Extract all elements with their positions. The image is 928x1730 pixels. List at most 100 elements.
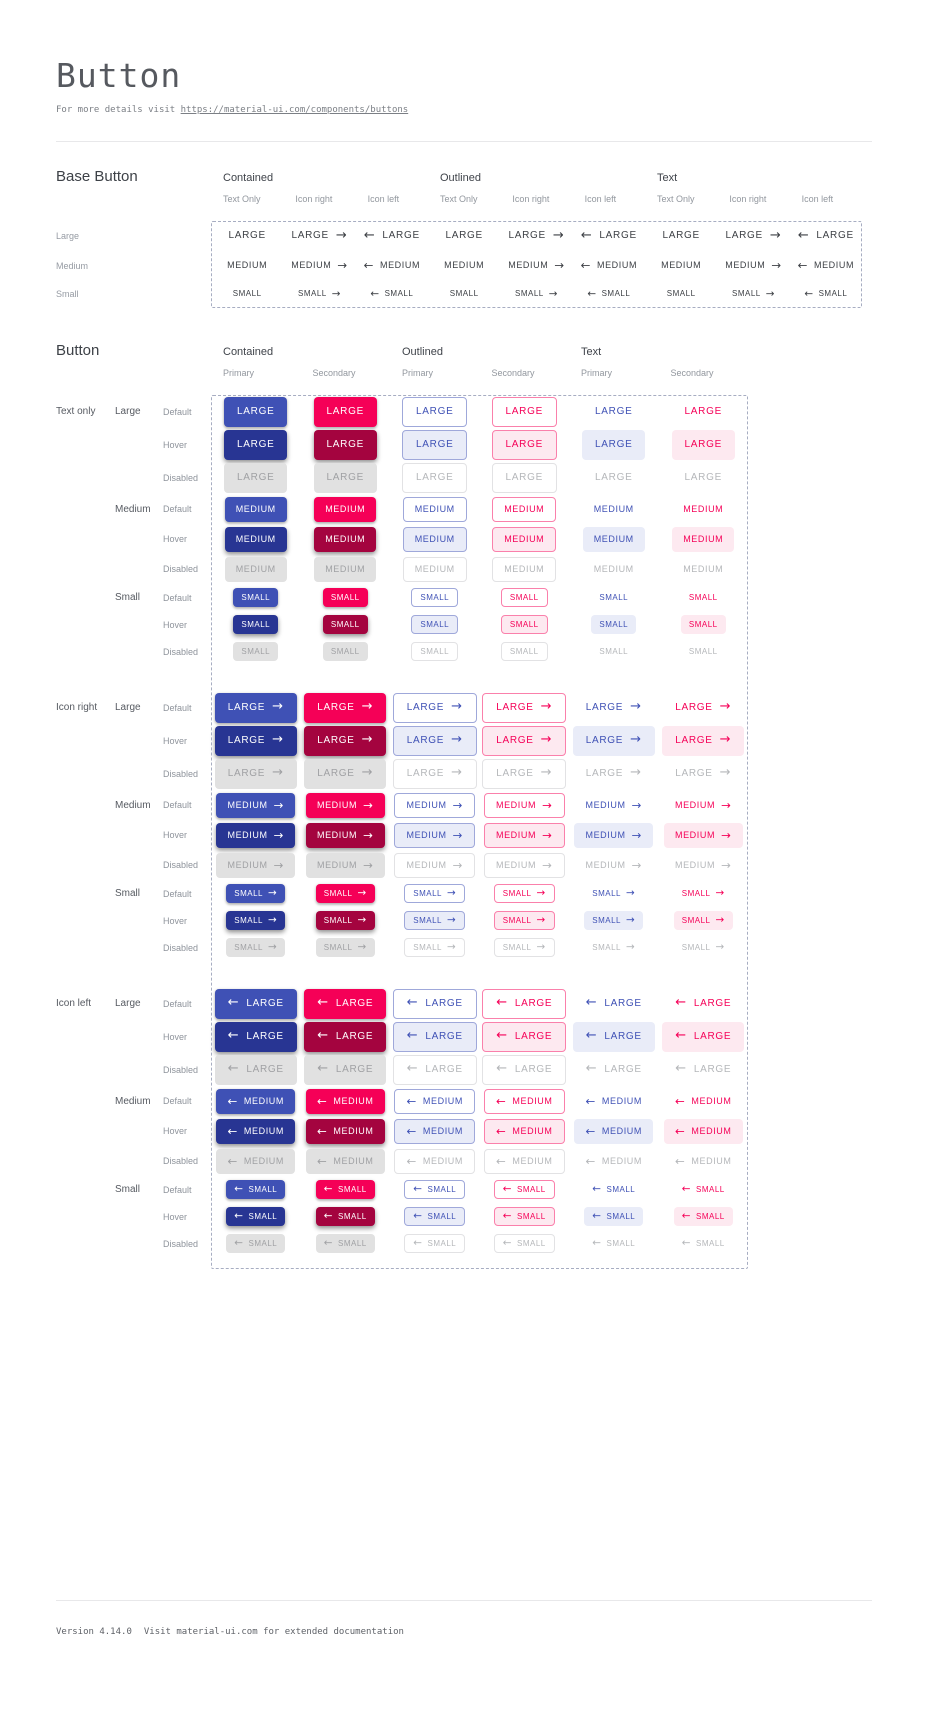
contained-secondary-text-only-medium-hover-button[interactable]: MEDIUM xyxy=(314,526,377,552)
text-secondary-icon-left-large-default-button[interactable]: ← LARGE xyxy=(662,989,744,1019)
outlined-primary-icon-left-small-hover-button[interactable]: ← SMALL xyxy=(404,1207,466,1226)
base-text-text-only-medium-button[interactable]: MEDIUM xyxy=(650,253,712,278)
text-primary-icon-left-medium-default-button[interactable]: ← MEDIUM xyxy=(574,1089,653,1114)
base-text-text-only-small-button[interactable]: SMALL xyxy=(659,285,704,304)
text-secondary-icon-left-large-hover-button[interactable]: ← LARGE xyxy=(662,1021,745,1052)
outlined-secondary-icon-right-medium-hover-button[interactable]: MEDIUM → xyxy=(483,822,565,848)
text-primary-text-only-medium-hover-button[interactable]: MEDIUM xyxy=(582,526,645,552)
contained-secondary-icon-right-large-hover-button[interactable]: LARGE → xyxy=(304,725,387,756)
text-primary-text-only-small-default-button[interactable]: SMALL xyxy=(591,588,636,607)
outlined-secondary-icon-left-small-default-button[interactable]: ← SMALL xyxy=(493,1180,555,1199)
text-primary-text-only-medium-default-button[interactable]: MEDIUM xyxy=(583,497,645,522)
contained-primary-icon-left-medium-hover-button[interactable]: ← MEDIUM xyxy=(216,1118,295,1144)
base-outlined-icon-left-large-button[interactable]: ← LARGE xyxy=(568,221,650,251)
outlined-secondary-icon-left-medium-default-button[interactable]: ← MEDIUM xyxy=(483,1088,565,1114)
text-primary-icon-right-medium-default-button[interactable]: MEDIUM → xyxy=(574,793,653,818)
base-text-icon-left-large-button[interactable]: ← LARGE xyxy=(785,221,867,251)
base-outlined-text-only-small-button[interactable]: SMALL xyxy=(442,285,487,304)
text-primary-icon-left-small-default-button[interactable]: ← SMALL xyxy=(584,1180,643,1199)
outlined-primary-icon-left-large-hover-button[interactable]: ← LARGE xyxy=(392,1021,477,1052)
text-primary-icon-left-large-default-button[interactable]: ← LARGE xyxy=(573,989,655,1019)
outlined-secondary-text-only-medium-default-button[interactable]: MEDIUM xyxy=(492,496,557,522)
text-primary-text-only-large-hover-button[interactable]: LARGE xyxy=(582,429,646,460)
contained-primary-text-only-small-default-button[interactable]: SMALL xyxy=(233,588,279,607)
text-primary-icon-right-large-default-button[interactable]: LARGE → xyxy=(573,693,655,723)
text-primary-icon-left-small-hover-button[interactable]: ← SMALL xyxy=(584,1207,644,1226)
text-primary-icon-right-small-default-button[interactable]: SMALL → xyxy=(584,884,643,903)
outlined-primary-icon-left-large-default-button[interactable]: ← LARGE xyxy=(392,988,477,1019)
contained-secondary-text-only-small-hover-button[interactable]: SMALL xyxy=(322,615,368,634)
base-outlined-icon-right-small-button[interactable]: SMALL → xyxy=(507,285,566,304)
outlined-primary-icon-right-large-default-button[interactable]: LARGE → xyxy=(392,692,477,723)
outlined-secondary-icon-right-large-default-button[interactable]: LARGE → xyxy=(482,692,567,723)
outlined-primary-text-only-medium-hover-button[interactable]: MEDIUM xyxy=(402,526,467,552)
contained-primary-text-only-medium-hover-button[interactable]: MEDIUM xyxy=(224,526,287,552)
contained-secondary-text-only-medium-default-button[interactable]: MEDIUM xyxy=(314,496,377,522)
base-text-icon-right-large-button[interactable]: LARGE → xyxy=(713,221,795,251)
contained-primary-icon-right-large-hover-button[interactable]: LARGE → xyxy=(214,725,297,756)
outlined-primary-icon-right-small-hover-button[interactable]: SMALL → xyxy=(404,911,466,930)
base-text-icon-right-medium-button[interactable]: MEDIUM → xyxy=(714,253,793,278)
outlined-secondary-text-only-large-default-button[interactable]: LARGE xyxy=(491,396,557,427)
text-secondary-icon-right-medium-hover-button[interactable]: MEDIUM → xyxy=(663,822,743,848)
outlined-secondary-icon-left-small-hover-button[interactable]: ← SMALL xyxy=(493,1207,555,1226)
contained-primary-icon-right-small-default-button[interactable]: SMALL → xyxy=(226,884,286,903)
contained-secondary-icon-right-large-default-button[interactable]: LARGE → xyxy=(304,692,387,723)
outlined-primary-icon-right-medium-hover-button[interactable]: MEDIUM → xyxy=(394,822,475,848)
contained-secondary-icon-left-small-default-button[interactable]: ← SMALL xyxy=(315,1180,375,1199)
outlined-primary-icon-right-medium-default-button[interactable]: MEDIUM → xyxy=(394,792,475,818)
base-contained-text-only-medium-button[interactable]: MEDIUM xyxy=(216,253,278,278)
text-secondary-icon-left-medium-default-button[interactable]: ← MEDIUM xyxy=(664,1089,743,1114)
contained-secondary-icon-left-large-hover-button[interactable]: ← LARGE xyxy=(304,1021,387,1052)
text-primary-icon-left-large-hover-button[interactable]: ← LARGE xyxy=(572,1021,655,1052)
contained-secondary-icon-left-large-default-button[interactable]: ← LARGE xyxy=(304,988,387,1019)
contained-primary-icon-left-small-default-button[interactable]: ← SMALL xyxy=(226,1180,286,1199)
base-contained-text-only-large-button[interactable]: LARGE xyxy=(215,221,278,251)
text-primary-text-only-large-default-button[interactable]: LARGE xyxy=(582,397,645,427)
text-secondary-icon-left-medium-hover-button[interactable]: ← MEDIUM xyxy=(663,1118,743,1144)
outlined-secondary-icon-right-small-hover-button[interactable]: SMALL → xyxy=(493,911,555,930)
outlined-secondary-text-only-medium-hover-button[interactable]: MEDIUM xyxy=(492,526,557,552)
outlined-secondary-text-only-large-hover-button[interactable]: LARGE xyxy=(491,429,557,460)
contained-primary-icon-right-medium-default-button[interactable]: MEDIUM → xyxy=(216,792,295,818)
outlined-secondary-icon-right-large-hover-button[interactable]: LARGE → xyxy=(482,725,567,756)
contained-primary-icon-left-large-default-button[interactable]: ← LARGE xyxy=(214,988,297,1019)
base-outlined-icon-right-large-button[interactable]: LARGE → xyxy=(496,221,578,251)
base-contained-icon-right-small-button[interactable]: SMALL → xyxy=(290,285,349,304)
base-text-icon-left-medium-button[interactable]: ← MEDIUM xyxy=(787,253,866,278)
outlined-primary-text-only-small-hover-button[interactable]: SMALL xyxy=(411,615,459,634)
base-text-icon-right-small-button[interactable]: SMALL → xyxy=(724,285,783,304)
outlined-secondary-icon-right-small-default-button[interactable]: SMALL → xyxy=(493,884,555,903)
text-secondary-icon-left-small-default-button[interactable]: ← SMALL xyxy=(674,1180,733,1199)
base-contained-icon-left-large-button[interactable]: ← LARGE xyxy=(351,221,433,251)
outlined-primary-text-only-small-default-button[interactable]: SMALL xyxy=(411,588,459,607)
base-text-icon-left-small-button[interactable]: ← SMALL xyxy=(796,285,855,304)
base-outlined-icon-left-small-button[interactable]: ← SMALL xyxy=(579,285,638,304)
outlined-secondary-text-only-small-default-button[interactable]: SMALL xyxy=(500,588,548,607)
text-secondary-icon-left-small-hover-button[interactable]: ← SMALL xyxy=(673,1207,733,1226)
text-primary-icon-right-small-hover-button[interactable]: SMALL → xyxy=(584,911,644,930)
base-outlined-icon-right-medium-button[interactable]: MEDIUM → xyxy=(497,253,576,278)
outlined-primary-icon-left-medium-hover-button[interactable]: ← MEDIUM xyxy=(394,1118,475,1144)
docs-link[interactable]: https://material-ui.com/components/butto… xyxy=(180,105,409,115)
base-contained-icon-left-medium-button[interactable]: ← MEDIUM xyxy=(353,253,432,278)
base-outlined-icon-left-medium-button[interactable]: ← MEDIUM xyxy=(570,253,649,278)
contained-primary-text-only-medium-default-button[interactable]: MEDIUM xyxy=(224,496,287,522)
contained-secondary-text-only-large-default-button[interactable]: LARGE xyxy=(313,396,377,427)
contained-primary-text-only-large-hover-button[interactable]: LARGE xyxy=(224,429,288,460)
text-secondary-icon-right-large-hover-button[interactable]: LARGE → xyxy=(662,725,745,756)
outlined-secondary-icon-left-large-default-button[interactable]: ← LARGE xyxy=(482,988,567,1019)
base-contained-icon-right-large-button[interactable]: LARGE → xyxy=(279,221,361,251)
text-secondary-text-only-small-default-button[interactable]: SMALL xyxy=(681,588,726,607)
contained-primary-icon-right-medium-hover-button[interactable]: MEDIUM → xyxy=(216,822,295,848)
contained-secondary-text-only-small-default-button[interactable]: SMALL xyxy=(322,588,368,607)
outlined-primary-icon-left-medium-default-button[interactable]: ← MEDIUM xyxy=(394,1088,475,1114)
base-contained-text-only-small-button[interactable]: SMALL xyxy=(225,285,270,304)
contained-secondary-icon-right-medium-hover-button[interactable]: MEDIUM → xyxy=(305,822,385,848)
outlined-secondary-icon-left-medium-hover-button[interactable]: ← MEDIUM xyxy=(483,1118,565,1144)
text-secondary-text-only-small-hover-button[interactable]: SMALL xyxy=(680,615,726,634)
contained-primary-icon-right-small-hover-button[interactable]: SMALL → xyxy=(226,911,286,930)
text-primary-icon-right-medium-hover-button[interactable]: MEDIUM → xyxy=(574,822,653,848)
outlined-primary-icon-left-small-default-button[interactable]: ← SMALL xyxy=(404,1180,466,1199)
contained-secondary-icon-right-medium-default-button[interactable]: MEDIUM → xyxy=(305,792,385,818)
